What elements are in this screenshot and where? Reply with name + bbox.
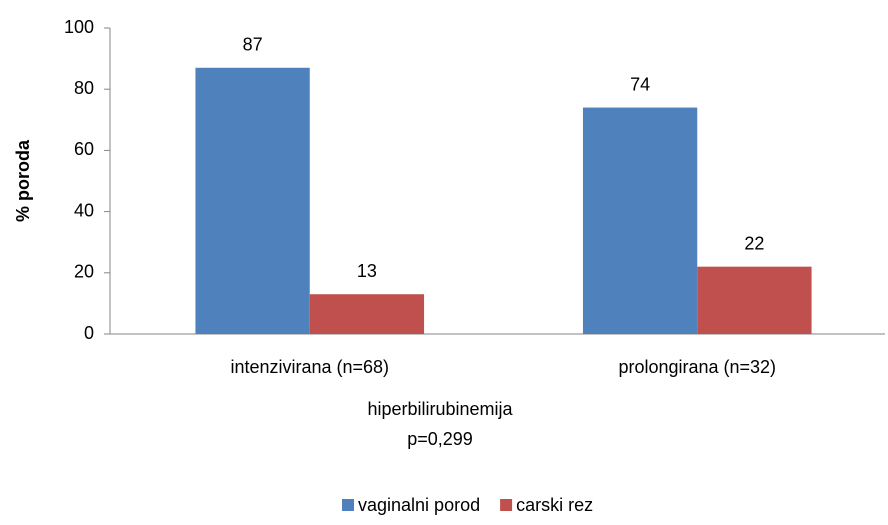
bar: [697, 266, 812, 334]
y-tick-label: 80: [74, 78, 94, 98]
data-label: 22: [744, 233, 764, 253]
legend-swatch: [500, 499, 513, 511]
y-tick-label: 40: [74, 200, 94, 220]
x-tick-label: prolongirana (n=32): [618, 357, 776, 377]
y-tick-label: 60: [74, 139, 94, 159]
x-tick-label: intenzivirana (n=68): [230, 357, 389, 377]
bar: [309, 294, 425, 334]
annotation: p=0,299: [407, 429, 473, 449]
legend-label: vaginalni porod: [358, 495, 480, 515]
legend-label: carski rez: [516, 495, 593, 515]
x-axis-title: hiperbilirubinemija: [367, 399, 513, 419]
y-tick-label: 100: [64, 17, 94, 37]
legend-swatch: [342, 499, 354, 511]
bar: [582, 107, 698, 334]
y-tick-label: 0: [84, 323, 94, 343]
y-tick-label: 20: [74, 262, 94, 282]
bar: [195, 67, 310, 334]
data-label: 74: [630, 74, 650, 94]
data-label: 13: [357, 261, 377, 281]
y-axis-title: % poroda: [13, 139, 33, 222]
data-label: 87: [243, 35, 263, 55]
